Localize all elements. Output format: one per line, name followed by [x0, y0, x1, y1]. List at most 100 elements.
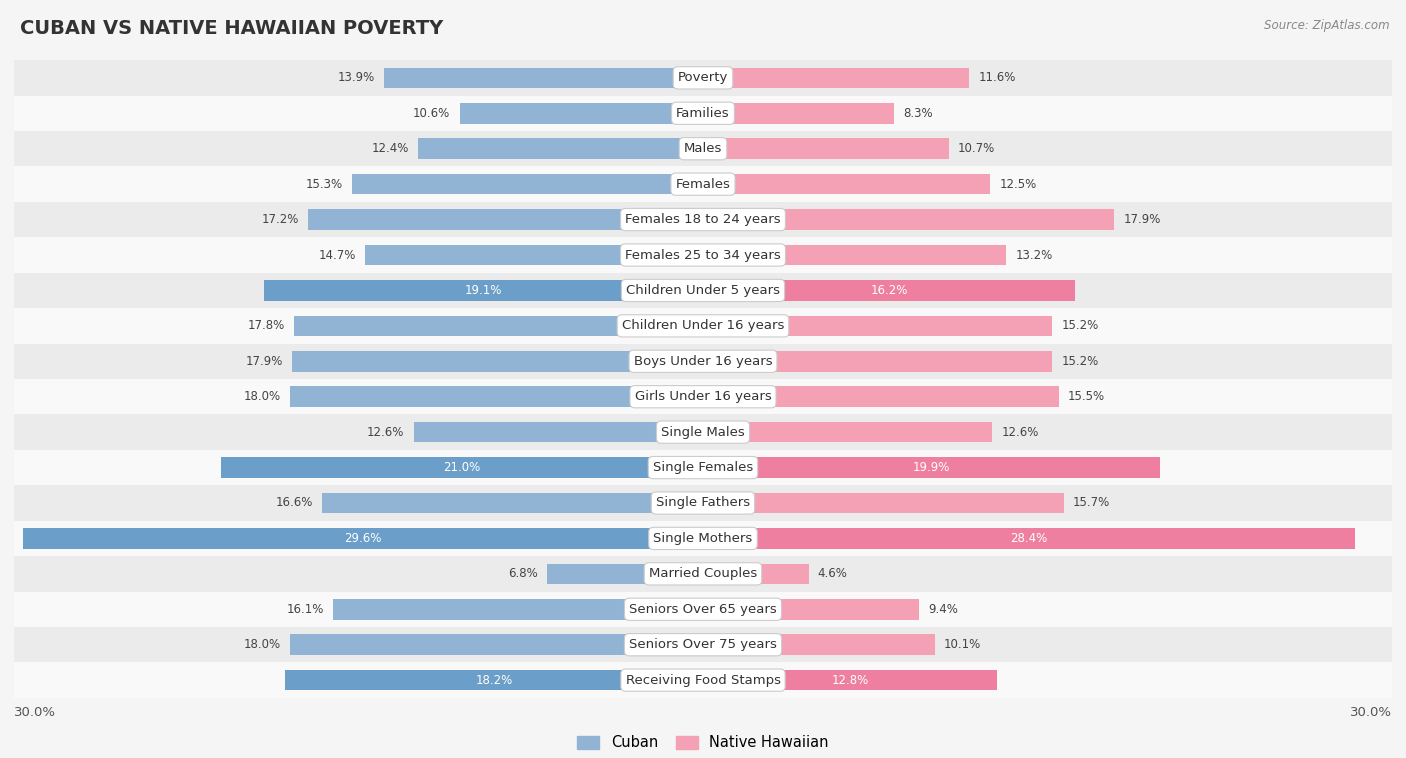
Bar	[703, 315, 1052, 336]
Bar	[14, 202, 1392, 237]
Text: 12.5%: 12.5%	[1000, 177, 1036, 191]
Text: 10.1%: 10.1%	[945, 638, 981, 651]
Text: Seniors Over 65 years: Seniors Over 65 years	[628, 603, 778, 615]
Text: Source: ZipAtlas.com: Source: ZipAtlas.com	[1264, 19, 1389, 32]
Text: Single Females: Single Females	[652, 461, 754, 474]
Bar	[264, 280, 703, 301]
Bar	[14, 273, 1392, 309]
Text: 16.2%: 16.2%	[870, 284, 908, 297]
Bar	[384, 67, 703, 88]
Text: 17.9%: 17.9%	[1123, 213, 1160, 226]
Bar	[703, 139, 949, 159]
Text: Boys Under 16 years: Boys Under 16 years	[634, 355, 772, 368]
Legend: Cuban, Native Hawaiian: Cuban, Native Hawaiian	[571, 730, 835, 756]
Bar	[14, 556, 1392, 591]
Text: 15.2%: 15.2%	[1062, 355, 1098, 368]
Text: 19.1%: 19.1%	[465, 284, 502, 297]
Bar	[460, 103, 703, 124]
Text: 16.1%: 16.1%	[287, 603, 323, 615]
Text: Poverty: Poverty	[678, 71, 728, 84]
Text: 21.0%: 21.0%	[443, 461, 481, 474]
Bar	[322, 493, 703, 513]
Bar	[294, 315, 703, 336]
Bar	[703, 457, 1160, 478]
Bar	[14, 343, 1392, 379]
Text: Children Under 16 years: Children Under 16 years	[621, 319, 785, 332]
Text: Single Fathers: Single Fathers	[657, 496, 749, 509]
Bar	[14, 627, 1392, 662]
Bar	[703, 387, 1059, 407]
Text: CUBAN VS NATIVE HAWAIIAN POVERTY: CUBAN VS NATIVE HAWAIIAN POVERTY	[20, 19, 443, 38]
Bar	[547, 564, 703, 584]
Text: 12.6%: 12.6%	[1001, 426, 1039, 439]
Bar	[14, 662, 1392, 698]
Text: 18.2%: 18.2%	[475, 674, 513, 687]
Bar	[703, 528, 1355, 549]
Bar	[703, 493, 1063, 513]
Bar	[413, 422, 703, 443]
Text: 12.4%: 12.4%	[371, 143, 409, 155]
Bar	[703, 67, 969, 88]
Bar	[14, 167, 1392, 202]
Text: 6.8%: 6.8%	[508, 567, 537, 581]
Bar	[14, 237, 1392, 273]
Text: Single Males: Single Males	[661, 426, 745, 439]
Bar	[14, 379, 1392, 415]
Text: 8.3%: 8.3%	[903, 107, 932, 120]
Text: 4.6%: 4.6%	[818, 567, 848, 581]
Bar	[285, 670, 703, 691]
Text: Seniors Over 75 years: Seniors Over 75 years	[628, 638, 778, 651]
Bar	[703, 245, 1007, 265]
Bar	[290, 634, 703, 655]
Text: Girls Under 16 years: Girls Under 16 years	[634, 390, 772, 403]
Bar	[14, 591, 1392, 627]
Text: Females 18 to 24 years: Females 18 to 24 years	[626, 213, 780, 226]
Text: 12.6%: 12.6%	[367, 426, 405, 439]
Bar	[418, 139, 703, 159]
Bar	[352, 174, 703, 194]
Bar	[703, 280, 1076, 301]
Bar	[14, 521, 1392, 556]
Text: 11.6%: 11.6%	[979, 71, 1017, 84]
Text: 12.8%: 12.8%	[831, 674, 869, 687]
Text: 18.0%: 18.0%	[243, 390, 280, 403]
Text: 10.6%: 10.6%	[413, 107, 450, 120]
Text: Married Couples: Married Couples	[650, 567, 756, 581]
Text: 14.7%: 14.7%	[319, 249, 356, 262]
Text: 10.7%: 10.7%	[957, 143, 995, 155]
Bar	[703, 209, 1114, 230]
Bar	[292, 351, 703, 371]
Text: 15.2%: 15.2%	[1062, 319, 1098, 332]
Text: 30.0%: 30.0%	[1350, 706, 1392, 719]
Bar	[703, 564, 808, 584]
Text: Males: Males	[683, 143, 723, 155]
Bar	[14, 96, 1392, 131]
Bar	[14, 60, 1392, 96]
Text: 13.2%: 13.2%	[1015, 249, 1053, 262]
Bar	[14, 485, 1392, 521]
Bar	[703, 351, 1052, 371]
Bar	[290, 387, 703, 407]
Bar	[14, 449, 1392, 485]
Text: Single Mothers: Single Mothers	[654, 532, 752, 545]
Text: 15.5%: 15.5%	[1069, 390, 1105, 403]
Bar	[333, 599, 703, 619]
Bar	[14, 415, 1392, 449]
Text: 13.9%: 13.9%	[337, 71, 374, 84]
Bar	[703, 422, 993, 443]
Bar	[221, 457, 703, 478]
Bar	[703, 103, 894, 124]
Text: 28.4%: 28.4%	[1011, 532, 1047, 545]
Text: 9.4%: 9.4%	[928, 603, 957, 615]
Text: Females 25 to 34 years: Females 25 to 34 years	[626, 249, 780, 262]
Text: 18.0%: 18.0%	[243, 638, 280, 651]
Text: Children Under 5 years: Children Under 5 years	[626, 284, 780, 297]
Text: 30.0%: 30.0%	[14, 706, 56, 719]
Text: 17.8%: 17.8%	[247, 319, 285, 332]
Bar	[703, 670, 997, 691]
Text: 15.3%: 15.3%	[305, 177, 343, 191]
Text: Families: Families	[676, 107, 730, 120]
Text: Females: Females	[675, 177, 731, 191]
Text: 17.9%: 17.9%	[246, 355, 283, 368]
Bar	[308, 209, 703, 230]
